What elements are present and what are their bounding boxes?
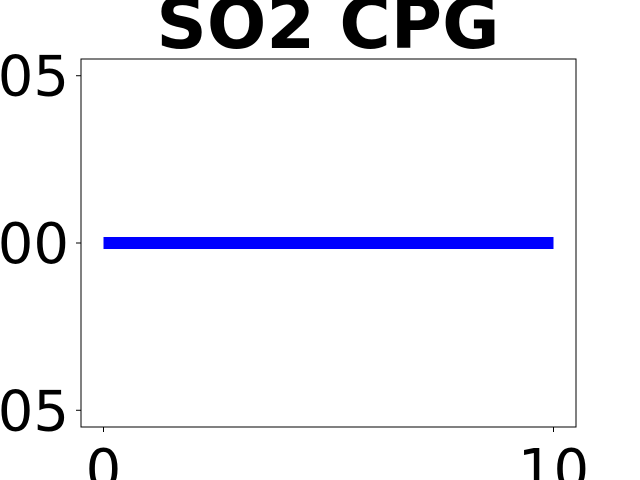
x-tick-label: 10 <box>518 438 589 480</box>
chart-title: SO2 CPG <box>156 0 499 65</box>
x-tick-label: 0 <box>86 438 122 480</box>
y-tick-label: 0.00 <box>0 212 69 277</box>
y-tick-label: 0.05 <box>0 45 69 110</box>
y-tick-label: −0.05 <box>0 379 69 444</box>
